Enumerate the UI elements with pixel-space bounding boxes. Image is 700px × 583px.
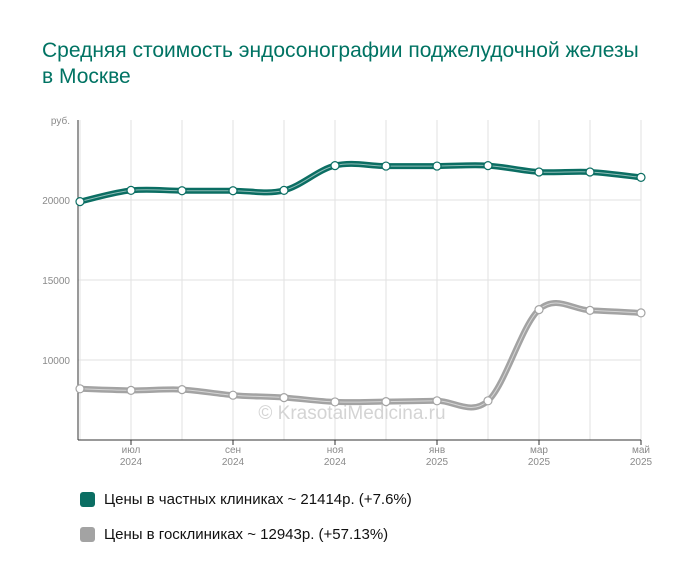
data-point-public	[279, 393, 289, 403]
x-tick-label-year: 2024	[324, 457, 347, 468]
legend-label-public: Цены в госклиниках ~ 12943р. (+57.13%)	[104, 525, 389, 543]
data-point-public	[177, 385, 187, 395]
data-point-public	[381, 397, 391, 407]
data-point-public	[126, 385, 136, 395]
data-point-private	[228, 186, 238, 196]
axes: 100001500020000руб.июл2024сен2024ноя2024…	[42, 115, 652, 468]
legend-item-private[interactable]: Цены в частных клиниках ~ 21414р. (+7.6%…	[80, 488, 640, 510]
data-point-private	[279, 185, 289, 195]
legend-swatch-public	[80, 526, 95, 542]
data-point-public	[75, 384, 85, 394]
data-point-public	[432, 396, 442, 406]
data-point-private	[126, 185, 136, 195]
data-point-private	[636, 172, 646, 182]
legend-item-public[interactable]: Цены в госклиниках ~ 12943р. (+57.13%)	[80, 523, 640, 545]
series-line-public	[77, 300, 644, 411]
data-point-public	[636, 308, 646, 318]
x-tick-label-month: май	[632, 445, 650, 456]
data-point-private	[432, 161, 442, 171]
points-group	[75, 161, 646, 407]
data-point-public	[585, 305, 595, 315]
x-tick-label-month: сен	[225, 445, 241, 456]
x-tick-label-month: ноя	[327, 445, 344, 456]
y-axis-unit-label: руб.	[51, 115, 70, 127]
data-point-private	[483, 161, 493, 171]
data-point-private	[585, 167, 595, 177]
data-point-private	[330, 161, 340, 171]
x-tick-label-year: 2025	[426, 457, 449, 468]
series-line-private	[77, 160, 644, 205]
x-tick-label-year: 2024	[222, 457, 245, 468]
x-tick-label-month: июл	[122, 445, 141, 456]
chart-title: Средняя стоимость эндосонографии поджелу…	[42, 39, 639, 88]
data-point-public	[483, 396, 493, 406]
x-tick-label-year: 2025	[630, 457, 653, 468]
legend-swatch-private	[80, 491, 95, 507]
y-tick-label: 20000	[42, 196, 70, 207]
data-point-private	[381, 161, 391, 171]
data-point-private	[534, 167, 544, 177]
data-point-public	[534, 305, 544, 315]
y-tick-label: 10000	[42, 356, 70, 367]
x-tick-label-year: 2025	[528, 457, 551, 468]
data-point-private	[177, 186, 187, 196]
data-point-public	[330, 397, 340, 407]
y-tick-label: 15000	[42, 276, 70, 287]
x-tick-label-month: янв	[429, 445, 445, 456]
watermark: © KrasotaiMedicina.ru	[258, 403, 445, 424]
data-point-private	[75, 197, 85, 207]
x-tick-label-month: мар	[530, 445, 548, 456]
legend-label-private: Цены в частных клиниках ~ 21414р. (+7.6%…	[104, 490, 412, 508]
data-point-public	[228, 390, 238, 400]
x-tick-label-year: 2024	[120, 457, 143, 468]
